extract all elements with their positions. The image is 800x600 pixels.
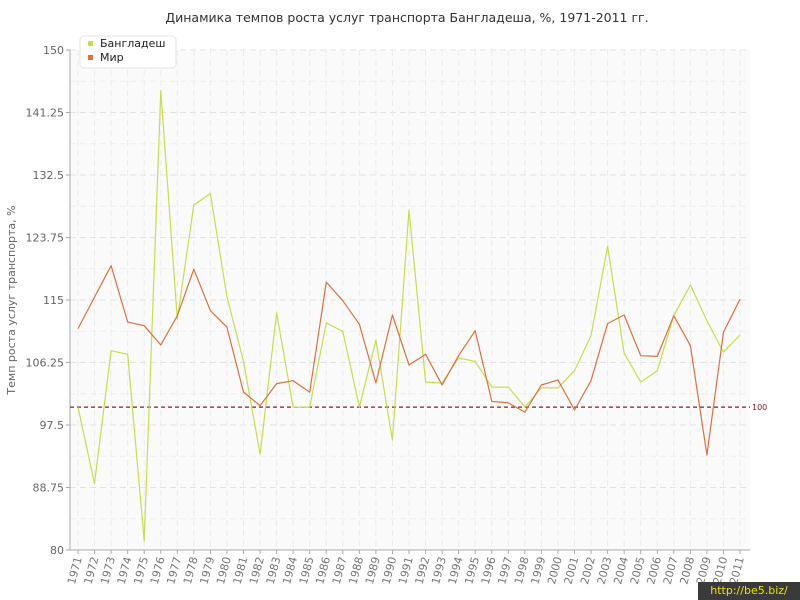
legend-label: Мир xyxy=(100,51,124,64)
reference-line-label: 100 xyxy=(752,403,767,412)
legend-label: Бангладеш xyxy=(100,37,165,50)
y-tick-labels: 150 141.25 132.5 123.75 115 106.25 97.5 88.75 80 xyxy=(26,44,65,557)
y-tick-label: 97.5 xyxy=(40,419,65,432)
y-tick-label: 132.5 xyxy=(33,169,65,182)
y-tick-label: 80 xyxy=(50,544,64,557)
reference-line-group: 100 xyxy=(70,403,767,412)
watermark: http://be5.biz/ xyxy=(698,582,800,600)
series-line-2 xyxy=(77,265,741,456)
y-tick-label: 115 xyxy=(43,294,64,307)
y-tick-label: 150 xyxy=(43,44,64,57)
grid xyxy=(70,49,750,550)
y-axis-title: Темп роста услуг транспорта, % xyxy=(5,205,18,395)
chart-title: Динамика темпов роста услуг транспорта Б… xyxy=(165,10,648,25)
x-tick-labels: 1971197219731974197519761977197819791980… xyxy=(65,555,747,585)
axes xyxy=(66,49,750,554)
series-group xyxy=(77,90,741,542)
y-tick-label: 123.75 xyxy=(26,232,65,245)
y-tick-label: 141.25 xyxy=(26,107,65,120)
legend-swatch xyxy=(88,41,93,46)
legend-swatch xyxy=(88,55,93,60)
y-tick-label: 88.75 xyxy=(33,482,65,495)
legend-box xyxy=(79,35,177,69)
y-tick-label: 106.25 xyxy=(26,357,65,370)
series-line-1 xyxy=(77,90,741,542)
